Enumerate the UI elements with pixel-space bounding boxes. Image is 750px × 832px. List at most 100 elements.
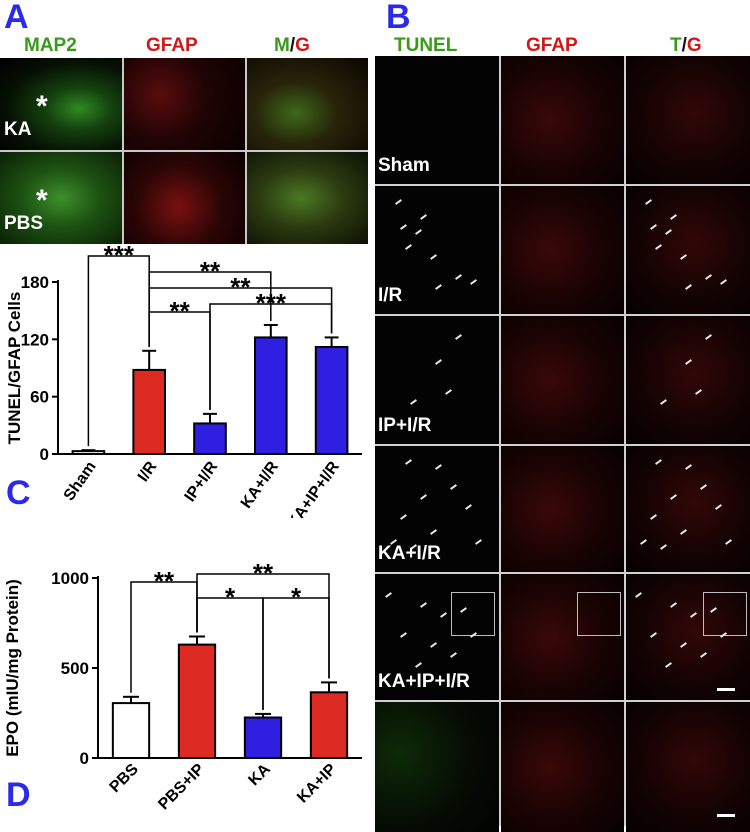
y-tick-label: 0 xyxy=(40,445,49,464)
b-row1-col1-image xyxy=(501,186,624,314)
chart-d-epo: 0 500 1000 EPO (mIU/mg Protein) PBS PBS+IP KA K… xyxy=(3,558,362,814)
bar xyxy=(132,368,167,455)
significance-label: *** xyxy=(256,288,287,318)
y-axis-label: TUNEL/GFAP Cells xyxy=(5,292,24,445)
b-row2-col0-image xyxy=(375,316,499,444)
panel-b-header-gfap: GFAP xyxy=(526,35,578,56)
x-tick-label: Sham xyxy=(61,459,100,504)
bar xyxy=(243,716,283,759)
b-row4-col2-image xyxy=(626,574,750,700)
panel-b-header-merge: T/G xyxy=(670,36,702,55)
b-row1-col0-image xyxy=(375,186,499,314)
significance-bracket xyxy=(209,303,333,410)
b-row-label: KA+IP+I/R xyxy=(378,671,470,692)
panel-c-letter: C xyxy=(6,474,31,512)
b-row0-col0-image xyxy=(375,56,499,184)
bar xyxy=(177,643,217,759)
y-axis-label: EPO (mIU/mg Protein) xyxy=(3,579,22,757)
a-ka-gfap-image xyxy=(124,58,245,150)
b-row4-col1-image xyxy=(501,574,624,700)
panel-a-micrograph-grid: * KA * PBS xyxy=(0,58,368,244)
b-scale-bar xyxy=(717,688,735,691)
bar xyxy=(309,691,349,759)
x-tick-label: I/R xyxy=(135,458,161,485)
b-row-divider xyxy=(375,314,750,316)
a-col-divider-2 xyxy=(245,58,247,244)
significance-label: ** xyxy=(154,566,175,596)
x-tick-label: KA+I/R xyxy=(238,458,283,511)
y-tick-label: 500 xyxy=(61,659,89,678)
panel-a-header-merge: M/G xyxy=(274,36,310,55)
merge-g-label: G xyxy=(295,35,310,56)
b-row2-col2-image xyxy=(626,316,750,444)
x-tick-label: KA xyxy=(245,760,274,789)
merge-m-label: M xyxy=(274,35,290,56)
b-row-label: IP+I/R xyxy=(378,415,432,436)
panel-b-header-tunel: TUNEL xyxy=(394,35,458,56)
b-row-divider xyxy=(375,700,750,702)
b-row0-col1-image xyxy=(501,56,624,184)
a-pbs-gfap-image xyxy=(124,152,245,244)
a-pbs-star: * xyxy=(36,184,48,217)
b-row3-col1-image xyxy=(501,446,624,572)
panel-a-letter: A xyxy=(4,0,29,36)
y-tick-label: 180 xyxy=(21,273,49,292)
significance-label: * xyxy=(225,582,236,612)
b-row-divider xyxy=(375,184,750,186)
b-scale-bar xyxy=(717,814,735,817)
a-ka-map2-image xyxy=(0,58,122,150)
b-row-divider xyxy=(375,572,750,574)
b-row5-col0-image xyxy=(375,702,499,832)
merge-slash: / xyxy=(289,35,296,56)
y-tick-label: 1000 xyxy=(51,569,89,588)
bar xyxy=(193,422,227,456)
bar xyxy=(253,336,288,455)
merge-g-label-b: G xyxy=(686,35,702,56)
b-row0-col2-image xyxy=(626,56,750,184)
b-inset-box xyxy=(577,592,621,636)
b-inset-box xyxy=(703,592,747,636)
b-inset-box xyxy=(451,592,495,636)
a-pbs-map2-image xyxy=(0,152,122,244)
significance-label: ** xyxy=(253,558,274,588)
x-tick-label: KA+IP+I/R xyxy=(285,458,344,518)
a-ka-label: KA xyxy=(4,119,32,140)
significance-label: ** xyxy=(169,296,190,326)
b-row2-col1-image xyxy=(501,316,624,444)
panel-b-micrograph-grid: Sham I/R IP+I/R KA+I/R KA+IP+I/R xyxy=(375,56,750,832)
b-row1-col2-image xyxy=(626,186,750,314)
b-row5-col2-image xyxy=(626,702,750,832)
significance-label: ** xyxy=(200,256,221,286)
x-tick-label: KA+IP xyxy=(294,761,340,807)
y-tick-label: 120 xyxy=(21,330,49,349)
a-row-divider xyxy=(0,150,368,152)
y-tick-label: 60 xyxy=(30,388,49,407)
merge-t-label: T xyxy=(670,35,682,56)
panel-a-header-gfap: GFAP xyxy=(146,35,198,56)
significance-label: *** xyxy=(104,246,135,270)
x-tick-label: IP+I/R xyxy=(182,458,222,505)
y-tick-label: 0 xyxy=(80,749,89,768)
b-row-label: KA+I/R xyxy=(378,543,441,564)
merge-slash-b: / xyxy=(681,35,687,56)
panel-a-header-map2: MAP2 xyxy=(24,35,77,56)
b-row4-col0-image xyxy=(375,574,499,700)
a-pbs-label: PBS xyxy=(4,213,44,234)
a-col-divider-1 xyxy=(122,58,124,244)
a-ka-merge-image xyxy=(247,58,368,150)
panel-d-letter: D xyxy=(6,776,31,814)
x-tick-label: PBS xyxy=(107,761,143,797)
x-tick-label: PBS+IP xyxy=(155,761,208,814)
b-row-label: I/R xyxy=(378,285,403,306)
b-row-label: Sham xyxy=(378,155,430,176)
significance-bracket xyxy=(262,597,330,710)
panel-b-letter: B xyxy=(386,0,411,36)
significance-label: ** xyxy=(230,272,251,302)
bar xyxy=(314,345,349,455)
a-pbs-merge-image xyxy=(247,152,368,244)
b-col-divider xyxy=(624,56,626,826)
significance-label: * xyxy=(291,582,302,612)
b-col-divider xyxy=(499,56,501,826)
bar xyxy=(111,702,151,760)
